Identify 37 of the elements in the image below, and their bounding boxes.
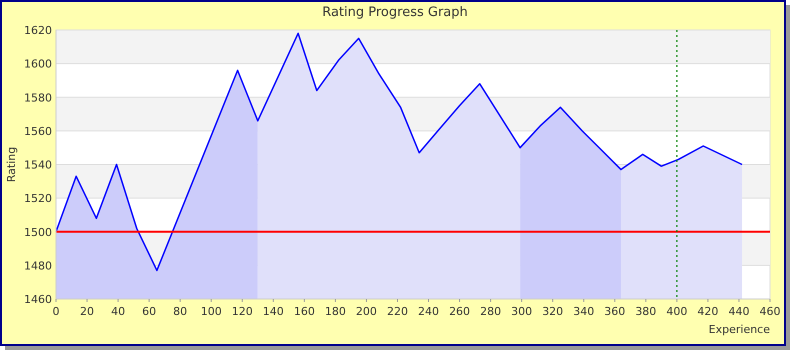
y-tick-label: 1540 — [24, 158, 52, 172]
x-tick-label: 220 — [386, 305, 408, 318]
x-tick-label: 300 — [511, 305, 532, 318]
y-tick-label: 1520 — [24, 192, 52, 206]
x-tick-label: 260 — [449, 305, 470, 318]
x-tick-label: 120 — [232, 305, 253, 318]
x-tick-label: 200 — [356, 305, 377, 318]
x-tick-label: 0 — [52, 305, 60, 318]
x-tick-label: 320 — [542, 305, 564, 318]
y-tick-label: 1560 — [24, 124, 52, 138]
x-tick-label: 80 — [173, 305, 188, 318]
y-tick-label: 1460 — [24, 293, 52, 306]
y-axis-title: Rating — [5, 146, 18, 182]
x-tick-label: 160 — [294, 305, 315, 318]
x-tick-label: 440 — [728, 305, 750, 318]
x-tick-label: 360 — [604, 305, 626, 318]
x-tick-label: 400 — [666, 305, 688, 318]
line-series — [55, 32, 743, 272]
x-tick-label: 40 — [111, 305, 126, 318]
x-tick-label: 460 — [760, 305, 780, 318]
y-tick-label: 1600 — [24, 58, 52, 71]
y-tick-label: 1500 — [24, 226, 52, 239]
x-tick-label: 280 — [480, 305, 502, 318]
chart-title: Rating Progress Graph — [322, 5, 468, 20]
x-tick-label: 20 — [80, 305, 94, 318]
y-tick-label: 1620 — [24, 24, 52, 37]
x-tick-label: 380 — [635, 305, 656, 318]
x-tick-label: 140 — [262, 305, 284, 318]
x-tick-label: 60 — [142, 305, 156, 318]
x-tick-label: 420 — [697, 305, 718, 318]
x-axis-title: Experience — [708, 323, 770, 336]
x-tick-label: 240 — [418, 305, 440, 318]
x-tick-label: 340 — [573, 305, 594, 318]
y-tick-label: 1580 — [24, 91, 52, 104]
x-tick-label: 180 — [324, 305, 346, 318]
x-tick-label: 100 — [200, 305, 222, 318]
y-tick-label: 1480 — [24, 259, 52, 272]
